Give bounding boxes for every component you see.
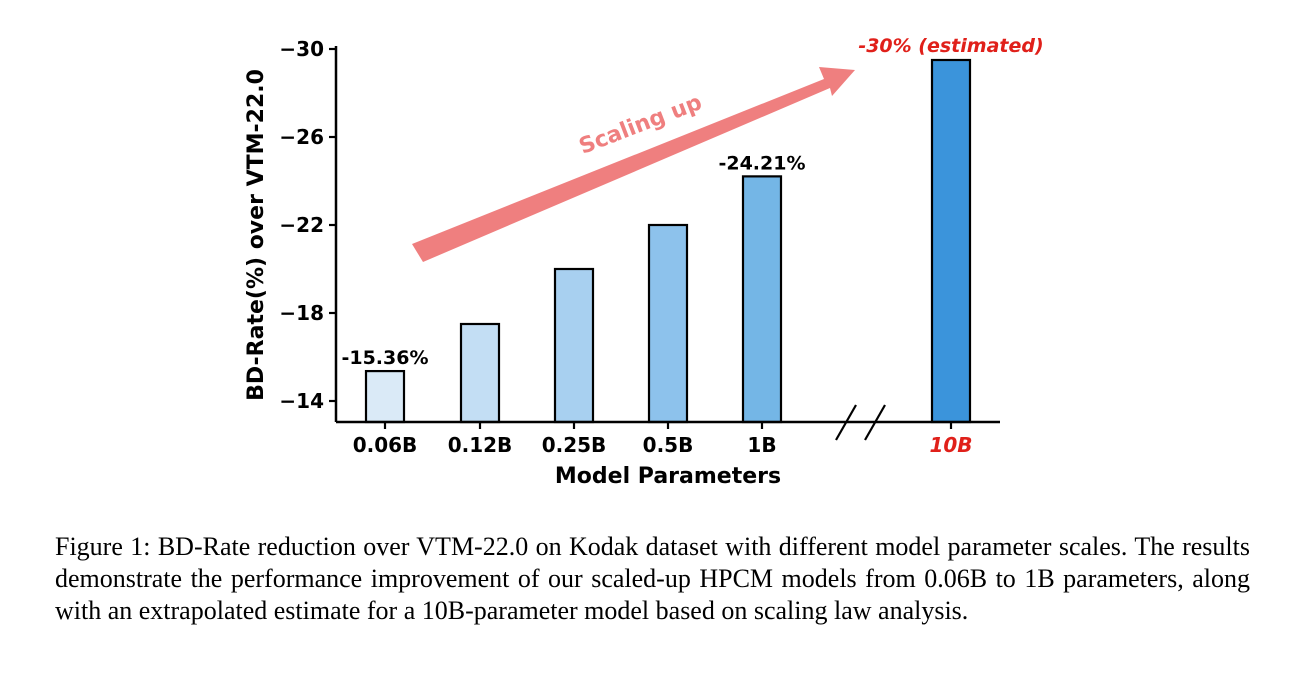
bar-1B xyxy=(741,175,783,424)
y-tick-label: −22 xyxy=(279,213,324,237)
scaling-up-arrow-icon xyxy=(412,67,855,262)
data-labels-group: -15.36% -24.21% -30% (estimated) xyxy=(341,35,1043,369)
bar-0.25B xyxy=(553,267,595,424)
y-tick-label: −26 xyxy=(279,125,324,149)
bar-10B xyxy=(930,58,972,424)
x-tick-label-10B: 10B xyxy=(929,433,972,457)
x-tick-label-0.25B: 0.25B xyxy=(542,433,607,457)
y-tick-label: −18 xyxy=(279,301,324,325)
x-axis-label: Model Parameters xyxy=(555,464,781,489)
bar-0.12B xyxy=(459,322,501,424)
figure-caption: Figure 1: BD-Rate reduction over VTM-22.… xyxy=(55,531,1250,627)
y-axis-label: BD-Rate(%) over VTM-22.0 xyxy=(244,69,269,401)
y-tick-label: −14 xyxy=(279,389,324,413)
bars-group xyxy=(364,58,972,424)
x-tick-label-1B: 1B xyxy=(747,433,776,457)
axis-break-mark-2 xyxy=(864,404,886,441)
data-label-0.06B: -15.36% xyxy=(341,347,428,369)
bd-rate-bar-chart: Scaling up −14−18−22−26−300.06B 0.12B 0.25… xyxy=(244,35,1044,489)
x-tick-label-0.5B: 0.5B xyxy=(643,433,694,457)
caption-text: Figure 1: BD-Rate reduction over VTM-22.… xyxy=(55,532,1250,625)
data-label-1B: -24.21% xyxy=(718,152,805,174)
ticks-group: −14 −18 −22 −26 −30 0.06B 0.12B 0.25B 0.5B 1B 10B xyxy=(279,37,972,457)
x-tick-label-0.12B: 0.12B xyxy=(448,433,513,457)
x-tick-label-0.06B: 0.06B xyxy=(353,433,418,457)
axis-break-mark-1 xyxy=(835,404,857,441)
bar-0.5B xyxy=(647,223,689,424)
y-tick-label: −30 xyxy=(279,37,324,61)
data-label-10B: -30% (estimated) xyxy=(858,35,1043,57)
bar-0.06B xyxy=(364,369,406,424)
